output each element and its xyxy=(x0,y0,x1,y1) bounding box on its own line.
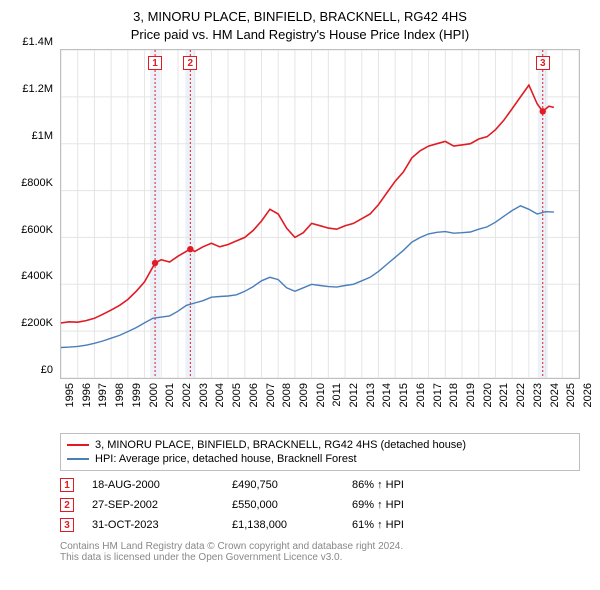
x-tick-label: 2007 xyxy=(265,383,277,407)
marker-box: 3 xyxy=(536,56,550,70)
title-line-1: 3, MINORU PLACE, BINFIELD, BRACKNELL, RG… xyxy=(8,8,592,26)
event-hpi: 61% ↑ HPI xyxy=(352,519,472,531)
x-tick-label: 2003 xyxy=(198,383,210,407)
y-tick-label: £0 xyxy=(41,364,53,376)
x-tick-label: 2010 xyxy=(315,383,327,407)
legend-swatch xyxy=(67,458,89,460)
y-tick-label: £200K xyxy=(21,317,53,329)
x-tick-label: 2018 xyxy=(448,383,460,407)
legend-label: HPI: Average price, detached house, Brac… xyxy=(95,453,357,465)
legend-label: 3, MINORU PLACE, BINFIELD, BRACKNELL, RG… xyxy=(95,439,466,451)
x-tick-label: 2011 xyxy=(331,383,343,407)
x-tick-label: 2004 xyxy=(214,383,226,407)
x-tick-label: 2022 xyxy=(515,383,527,407)
y-tick-label: £1.4M xyxy=(22,36,53,48)
plot-area: £0£200K£400K£600K£800K£1M£1.2M£1.4M 123 xyxy=(60,49,580,379)
x-tick-label: 2001 xyxy=(164,383,176,407)
price-chart: 3, MINORU PLACE, BINFIELD, BRACKNELL, RG… xyxy=(8,8,592,563)
y-tick-label: £800K xyxy=(21,177,53,189)
event-date: 27-SEP-2002 xyxy=(92,499,232,511)
x-tick-label: 2016 xyxy=(415,383,427,407)
x-tick-label: 2002 xyxy=(181,383,193,407)
x-tick-label: 2023 xyxy=(532,383,544,407)
x-tick-label: 2000 xyxy=(148,383,160,407)
x-tick-label: 2012 xyxy=(348,383,360,407)
x-tick-label: 2019 xyxy=(465,383,477,407)
x-tick-label: 2008 xyxy=(281,383,293,407)
event-row: 3 31-OCT-2023£1,138,00061% ↑ HPI xyxy=(60,515,580,535)
plot-svg xyxy=(61,50,579,378)
event-date: 18-AUG-2000 xyxy=(92,479,232,491)
legend-item-hpi: HPI: Average price, detached house, Brac… xyxy=(67,452,573,466)
chart-titles: 3, MINORU PLACE, BINFIELD, BRACKNELL, RG… xyxy=(8,8,592,43)
x-tick-label: 2005 xyxy=(231,383,243,407)
x-tick-label: 2015 xyxy=(398,383,410,407)
x-axis-labels: 1995 1996 1997 1998 1999 2000 2001 2002 2003 2004… xyxy=(60,379,580,427)
event-table: 1 18-AUG-2000£490,75086% ↑ HPI 2 27-SEP-200… xyxy=(8,475,592,535)
event-price: £550,000 xyxy=(232,499,352,511)
event-date: 31-OCT-2023 xyxy=(92,519,232,531)
title-line-2: Price paid vs. HM Land Registry's House … xyxy=(8,26,592,44)
x-tick-label: 2024 xyxy=(549,383,561,407)
event-marker-box: 2 xyxy=(60,498,74,512)
y-axis-labels: £0£200K£400K£600K£800K£1M£1.2M£1.4M xyxy=(9,42,57,388)
footer-line-2: This data is licensed under the Open Gov… xyxy=(60,552,580,563)
event-row: 1 18-AUG-2000£490,75086% ↑ HPI xyxy=(60,475,580,495)
x-tick-label: 2021 xyxy=(498,383,510,407)
x-tick-label: 2026 xyxy=(582,383,594,407)
event-row: 2 27-SEP-2002£550,00069% ↑ HPI xyxy=(60,495,580,515)
x-tick-label: 1997 xyxy=(97,383,109,407)
x-tick-label: 1996 xyxy=(81,383,93,407)
x-tick-label: 2020 xyxy=(482,383,494,407)
event-marker-box: 1 xyxy=(60,478,74,492)
event-marker-box: 3 xyxy=(60,518,74,532)
marker-box: 2 xyxy=(183,56,197,70)
marker-box: 1 xyxy=(148,56,162,70)
x-tick-label: 2017 xyxy=(432,383,444,407)
x-tick-label: 2025 xyxy=(565,383,577,407)
x-tick-label: 2014 xyxy=(381,383,393,407)
x-tick-label: 1999 xyxy=(131,383,143,407)
x-tick-label: 2006 xyxy=(248,383,260,407)
x-tick-label: 1995 xyxy=(64,383,76,407)
event-price: £1,138,000 xyxy=(232,519,352,531)
legend-item-property: 3, MINORU PLACE, BINFIELD, BRACKNELL, RG… xyxy=(67,438,573,452)
y-tick-label: £1.2M xyxy=(22,83,53,95)
event-hpi: 86% ↑ HPI xyxy=(352,479,472,491)
y-tick-label: £600K xyxy=(21,224,53,236)
x-tick-label: 1998 xyxy=(114,383,126,407)
y-tick-label: £1M xyxy=(32,130,53,142)
event-price: £490,750 xyxy=(232,479,352,491)
x-tick-label: 2013 xyxy=(365,383,377,407)
y-tick-label: £400K xyxy=(21,270,53,282)
legend: 3, MINORU PLACE, BINFIELD, BRACKNELL, RG… xyxy=(60,433,580,471)
x-tick-label: 2009 xyxy=(298,383,310,407)
legend-swatch xyxy=(67,444,89,446)
event-hpi: 69% ↑ HPI xyxy=(352,499,472,511)
footer: Contains HM Land Registry data © Crown c… xyxy=(60,541,580,563)
footer-line-1: Contains HM Land Registry data © Crown c… xyxy=(60,541,580,552)
